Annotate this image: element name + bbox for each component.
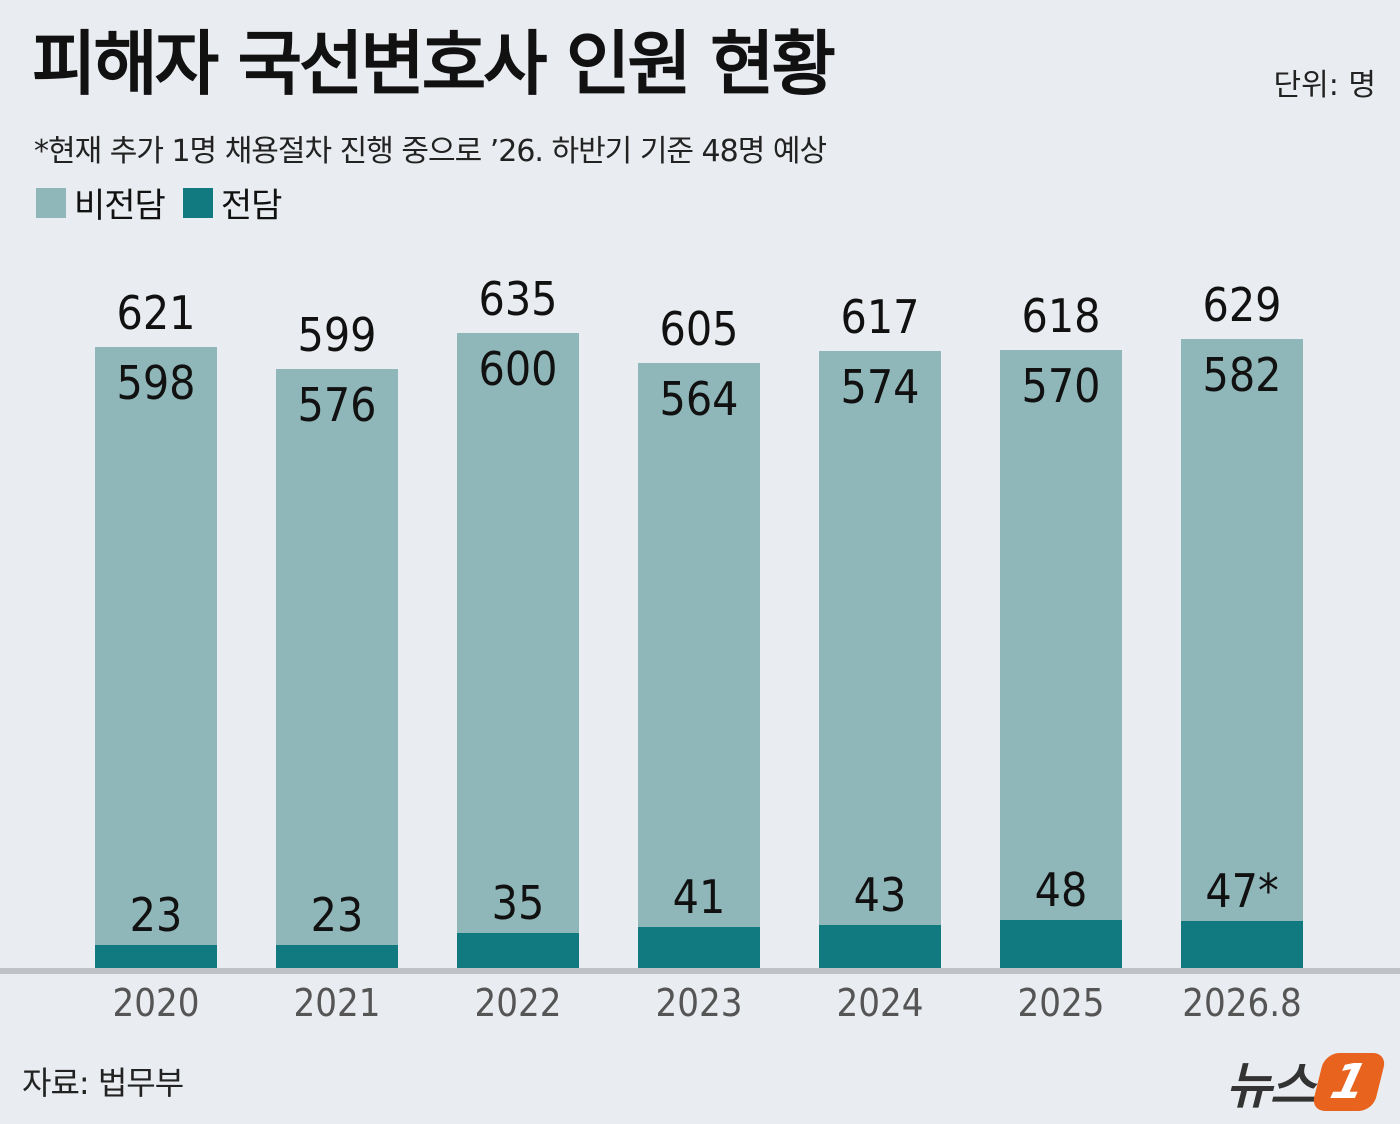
non-dedicated-label: 564 xyxy=(660,372,739,426)
legend: 비전담 전담 xyxy=(36,178,291,227)
bar-non-dedicated xyxy=(1000,350,1122,920)
x-tick-label: 2021 xyxy=(294,981,381,1025)
chart-note: *현재 추가 1명 채용절차 진행 중으로 ’26. 하반기 기준 48명 예상 xyxy=(34,134,827,169)
x-tick-label: 2022 xyxy=(475,981,562,1025)
legend-label-non-dedicated: 비전담 xyxy=(74,186,166,226)
dedicated-label: 23 xyxy=(130,888,183,942)
bar-dedicated xyxy=(1000,920,1122,968)
total-label: 617 xyxy=(841,290,920,344)
logo-mark: 1 xyxy=(1310,1053,1388,1111)
dedicated-label: 48 xyxy=(1035,863,1088,917)
x-tick-label: 2020 xyxy=(113,981,200,1025)
source-label: 자료: 법무부 xyxy=(22,1064,184,1102)
bar-non-dedicated xyxy=(1181,339,1303,921)
legend-item-dedicated: 전담 xyxy=(182,178,283,227)
dedicated-label: 47* xyxy=(1205,864,1278,918)
non-dedicated-label: 600 xyxy=(479,342,558,396)
logo-text: 뉴스 xyxy=(1226,1057,1316,1115)
bar-non-dedicated xyxy=(457,333,579,933)
dedicated-label: 35 xyxy=(492,876,545,930)
legend-swatch-dedicated xyxy=(182,187,213,218)
bar-dedicated xyxy=(819,925,941,968)
legend-swatch-non-dedicated xyxy=(36,187,66,218)
bar-non-dedicated xyxy=(819,351,941,925)
total-label: 605 xyxy=(660,302,739,356)
total-label: 629 xyxy=(1203,278,1282,332)
total-label: 635 xyxy=(479,272,558,326)
bar-dedicated xyxy=(1181,921,1303,968)
non-dedicated-label: 598 xyxy=(117,356,196,410)
dedicated-label: 43 xyxy=(854,868,907,922)
non-dedicated-label: 576 xyxy=(298,378,377,432)
bar-non-dedicated xyxy=(638,363,760,927)
non-dedicated-label: 570 xyxy=(1022,359,1101,413)
legend-item-non-dedicated: 비전담 xyxy=(36,178,166,227)
non-dedicated-label: 582 xyxy=(1203,348,1282,402)
total-label: 621 xyxy=(117,286,196,340)
x-tick-label: 2023 xyxy=(656,981,743,1025)
bar-dedicated xyxy=(457,933,579,968)
x-axis-line xyxy=(0,968,1400,974)
dedicated-label: 23 xyxy=(311,888,364,942)
news1-logo: 뉴스 1 xyxy=(1226,1046,1388,1118)
bar-non-dedicated xyxy=(276,369,398,945)
x-tick-label: 2026.8 xyxy=(1182,981,1302,1025)
bar-dedicated xyxy=(276,945,398,968)
non-dedicated-label: 574 xyxy=(841,360,920,414)
total-label: 599 xyxy=(298,308,377,362)
total-label: 618 xyxy=(1022,289,1101,343)
chart-title: 피해자 국선변호사 인원 현황 xyxy=(32,23,836,105)
legend-label-dedicated: 전담 xyxy=(220,186,283,226)
dedicated-label: 41 xyxy=(673,870,726,924)
unit-label: 단위: 명 xyxy=(1273,68,1376,103)
bar-dedicated xyxy=(95,945,217,968)
bar-non-dedicated xyxy=(95,347,217,945)
x-tick-label: 2025 xyxy=(1018,981,1105,1025)
bar-dedicated xyxy=(638,927,760,968)
x-tick-label: 2024 xyxy=(837,981,924,1025)
